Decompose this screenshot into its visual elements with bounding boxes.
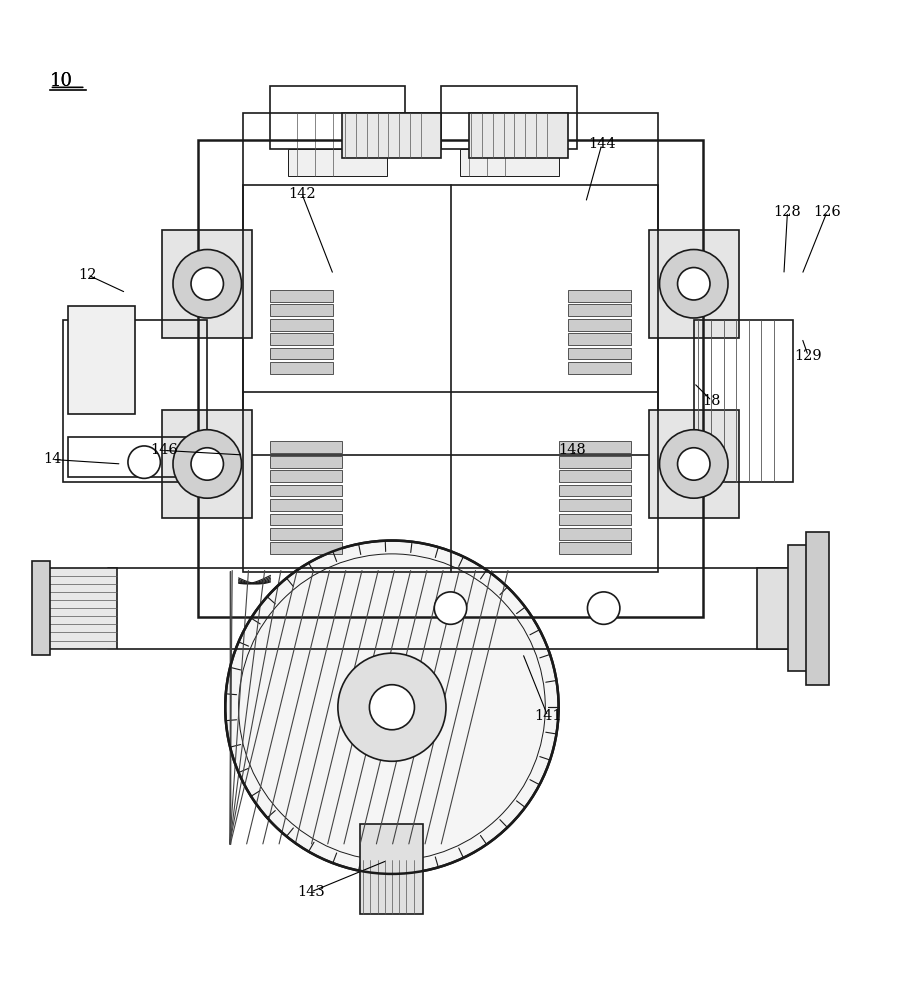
Bar <box>41 568 117 649</box>
Bar <box>270 304 333 316</box>
Text: 144: 144 <box>588 137 615 151</box>
Bar <box>270 441 342 453</box>
Circle shape <box>678 448 710 480</box>
Bar <box>68 437 194 477</box>
Text: 10: 10 <box>50 72 73 90</box>
Bar <box>757 568 824 649</box>
Bar <box>270 528 342 540</box>
Text: 142: 142 <box>288 187 315 201</box>
Bar <box>469 113 568 158</box>
Bar <box>559 441 631 453</box>
Bar <box>568 333 631 345</box>
Bar <box>559 485 631 496</box>
Bar <box>162 230 252 338</box>
Circle shape <box>191 268 223 300</box>
Text: 18: 18 <box>703 394 721 408</box>
Bar <box>649 230 739 338</box>
Bar <box>270 456 342 468</box>
Bar <box>63 320 207 482</box>
Bar <box>32 561 50 655</box>
Circle shape <box>678 268 710 300</box>
Bar <box>568 319 631 331</box>
Bar <box>270 362 333 374</box>
Bar <box>568 362 631 374</box>
Bar <box>68 306 135 414</box>
Circle shape <box>338 653 446 761</box>
Circle shape <box>587 592 620 624</box>
Bar <box>806 532 829 685</box>
Bar <box>559 514 631 525</box>
Bar <box>568 304 631 316</box>
Bar <box>243 185 658 572</box>
Text: 148: 148 <box>559 443 586 457</box>
Bar <box>243 113 658 455</box>
Bar <box>270 333 333 345</box>
Bar <box>270 485 342 496</box>
Bar <box>559 542 631 554</box>
Bar <box>270 514 342 525</box>
Bar <box>270 348 333 359</box>
Bar <box>441 86 577 149</box>
Bar <box>270 86 405 149</box>
Circle shape <box>434 592 467 624</box>
Bar <box>198 140 703 617</box>
Bar <box>270 319 333 331</box>
Circle shape <box>225 541 559 874</box>
Bar <box>559 456 631 468</box>
Bar <box>270 542 342 554</box>
Bar <box>460 149 559 176</box>
Circle shape <box>660 250 728 318</box>
Text: 126: 126 <box>814 205 841 219</box>
Text: 146: 146 <box>150 443 177 457</box>
Bar <box>270 499 342 511</box>
Bar <box>162 410 252 518</box>
Text: 141: 141 <box>534 709 561 723</box>
Text: 143: 143 <box>297 885 324 899</box>
Text: 12: 12 <box>78 268 96 282</box>
Bar <box>568 348 631 359</box>
Circle shape <box>369 685 414 730</box>
Bar <box>568 290 631 302</box>
Circle shape <box>173 430 241 498</box>
Circle shape <box>660 430 728 498</box>
Bar <box>559 499 631 511</box>
Bar <box>559 470 631 482</box>
Text: 10: 10 <box>50 72 73 90</box>
Bar <box>559 528 631 540</box>
Text: 129: 129 <box>795 349 822 363</box>
Bar <box>288 149 387 176</box>
Bar <box>270 470 342 482</box>
Bar <box>694 320 793 482</box>
Text: 14: 14 <box>43 452 61 466</box>
Text: 128: 128 <box>774 205 801 219</box>
Circle shape <box>128 446 160 478</box>
Bar <box>270 290 333 302</box>
Bar <box>342 113 441 158</box>
Bar <box>788 545 824 671</box>
Circle shape <box>173 250 241 318</box>
Circle shape <box>191 448 223 480</box>
Bar <box>649 410 739 518</box>
Bar <box>360 824 423 914</box>
